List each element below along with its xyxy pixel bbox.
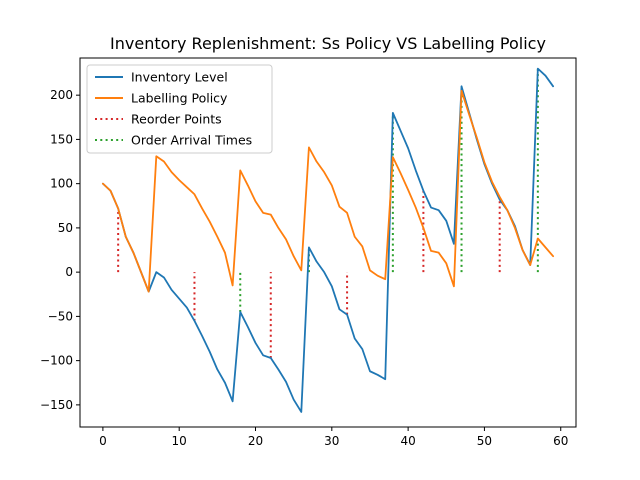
x-tick-label-0: 0 (99, 434, 107, 448)
chart-title: Inventory Replenishment: Ss Policy VS La… (110, 34, 546, 53)
y-tick-label-6: 150 (50, 132, 73, 146)
y-tick-label-7: 200 (50, 88, 73, 102)
series-line-1 (101, 89, 555, 293)
y-tick-label-5: 100 (50, 177, 73, 191)
legend-label-0: Inventory Level (131, 70, 228, 85)
y-tick-label-1: −100 (40, 354, 73, 368)
legend-box (86, 64, 273, 154)
plot-frame (79, 57, 577, 428)
axes: 0 10 20 30 40 50 60 −150 −100 −50 0 50 100 150 200 (40, 57, 577, 448)
x-tick-label-3: 30 (324, 434, 339, 448)
legend: Inventory Level Labelling Policy Reorder P… (86, 64, 273, 154)
plot-area (101, 67, 555, 413)
x-tick-label-1: 10 (172, 434, 187, 448)
legend-label-2: Reorder Points (131, 112, 222, 127)
legend-label-3: Order Arrival Times (131, 133, 252, 148)
x-tick-label-5: 50 (477, 434, 492, 448)
y-tick-label-2: −50 (48, 309, 73, 323)
y-tick-label-0: −150 (40, 398, 73, 412)
y-tick-label-3: 0 (65, 265, 73, 279)
y-tick-label-4: 50 (58, 221, 73, 235)
vline-group-0 (117, 190, 501, 358)
x-tick-label-2: 20 (248, 434, 263, 448)
legend-label-1: Labelling Policy (131, 91, 228, 106)
x-tick-label-4: 40 (400, 434, 415, 448)
x-tick-label-6: 60 (553, 434, 568, 448)
